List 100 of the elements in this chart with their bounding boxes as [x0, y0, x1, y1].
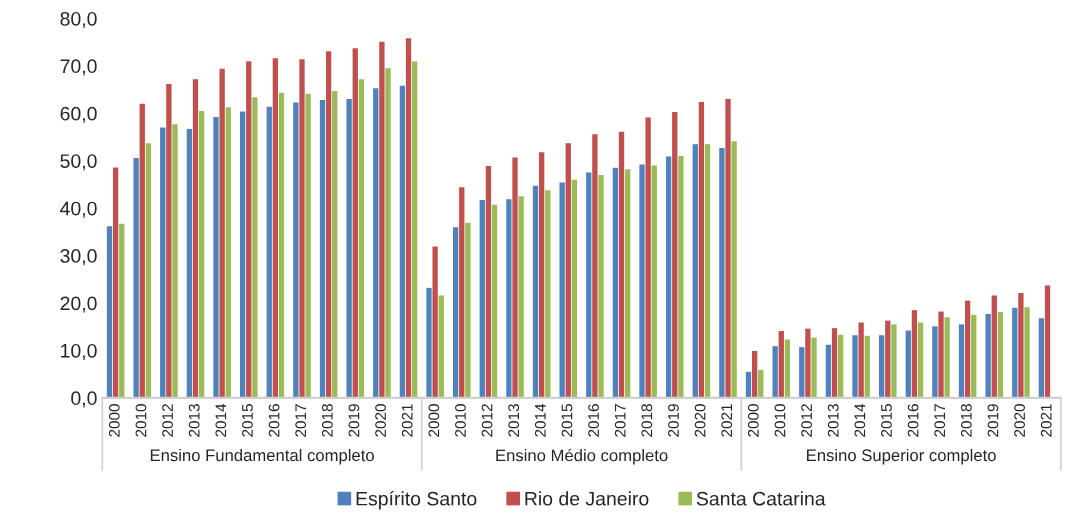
y-tick-label: 0,0: [71, 391, 97, 408]
bar: [432, 246, 438, 398]
x-tick-label: 2020: [1014, 404, 1026, 437]
x-tick-label: 2014: [854, 403, 866, 437]
x-tick-label: 2015: [242, 404, 253, 437]
x-tick-label: 2013: [188, 404, 200, 437]
bar: [991, 295, 997, 398]
bar: [485, 165, 492, 398]
bar: [639, 164, 645, 398]
x-tick-label: 2021: [401, 404, 413, 437]
bar: [145, 143, 152, 398]
bar: [319, 100, 326, 398]
bar: [618, 131, 625, 398]
x-tick-label: 2012: [162, 404, 173, 437]
text: Ensino Fundamental completo: [150, 448, 374, 465]
bar: [592, 134, 598, 398]
x-tick-label: 2010: [455, 404, 466, 437]
x-tick-label: 2010: [774, 404, 786, 437]
bar: [971, 314, 977, 398]
bar: [491, 204, 498, 398]
bar: [944, 317, 950, 398]
bar: [598, 174, 604, 398]
bar: [1038, 318, 1045, 398]
bar: [385, 68, 391, 398]
y-tick-label: 10,0: [61, 343, 97, 360]
x-tick-label: 2017: [614, 404, 626, 437]
bar: [545, 190, 551, 398]
bar: [373, 88, 379, 398]
bar: [266, 106, 272, 398]
bar: [811, 337, 817, 398]
bar: [758, 369, 764, 398]
bar: [139, 103, 145, 398]
x-tick-label: 2012: [481, 404, 493, 437]
bar: [784, 339, 791, 398]
text: Ensino Médio completo: [496, 448, 668, 465]
bar: [985, 313, 991, 398]
bar: [852, 335, 858, 398]
x-tick-label: 2016: [268, 404, 280, 437]
x-tick-label: 2018: [321, 404, 333, 437]
bar: [678, 155, 684, 398]
bar: [825, 344, 832, 398]
bar: [651, 165, 657, 398]
bar: [119, 223, 125, 398]
x-tick-label: 2016: [907, 404, 919, 437]
bar: [438, 295, 444, 398]
bar: [358, 79, 365, 398]
bar: [411, 61, 418, 398]
y-tick-label: 20,0: [60, 296, 97, 313]
bar: [837, 334, 844, 398]
bar: [1018, 293, 1024, 398]
bar: [858, 322, 864, 398]
bar: [172, 124, 178, 398]
bar: [538, 152, 545, 398]
bar: [459, 187, 465, 398]
x-tick-label: 2014: [534, 403, 546, 437]
x-tick-label: 2019: [348, 404, 360, 437]
bar: [166, 83, 172, 398]
x-tick-label: 2000: [747, 404, 759, 437]
bar: [938, 311, 944, 398]
x-tick-label: 2016: [588, 404, 599, 437]
bar: [1044, 285, 1051, 398]
bar: [219, 68, 225, 398]
bar: [405, 38, 412, 398]
bar: [751, 350, 758, 398]
bar: [1012, 307, 1018, 398]
x-tick-label: 2010: [135, 404, 147, 437]
bar: [719, 147, 725, 398]
bar: [532, 185, 539, 398]
y-tick-label: 60,0: [60, 106, 97, 123]
x-tick-label: 2020: [694, 404, 706, 437]
x-tick-label: 2015: [561, 404, 573, 437]
bar: [112, 167, 119, 398]
x-tick-label: 2012: [801, 404, 812, 437]
x-tick-label: 2018: [641, 404, 653, 437]
text: Ensino Superior completo: [807, 448, 996, 465]
x-tick-label: 2013: [827, 404, 839, 437]
bar: [246, 61, 252, 398]
bar: [745, 371, 752, 398]
bar: [299, 59, 305, 398]
bar: [518, 196, 524, 398]
bar: [239, 111, 246, 398]
x-tick-label: 2000: [108, 404, 120, 437]
bar: [565, 143, 571, 398]
y-tick-label: 80,0: [60, 11, 97, 28]
bar: [778, 331, 784, 398]
x-tick-label: 2020: [375, 404, 386, 437]
bar: [252, 97, 258, 398]
bar: [612, 167, 619, 398]
legend-label: Santa Catarina: [696, 491, 826, 506]
bar: [352, 48, 358, 398]
bar: [379, 41, 385, 398]
x-tick-label: 2021: [1040, 404, 1052, 437]
bar: [160, 127, 166, 398]
bar: [305, 93, 311, 398]
x-tick-label: 2014: [215, 403, 227, 437]
x-tick-label: 2018: [960, 404, 972, 437]
x-tick-label: 2000: [428, 404, 440, 437]
bar: [665, 156, 672, 398]
bar: [399, 85, 406, 398]
bar: [213, 117, 219, 398]
